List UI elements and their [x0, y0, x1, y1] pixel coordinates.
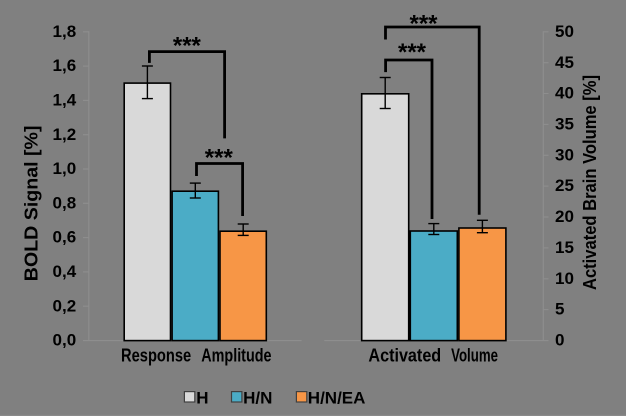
svg-text:H/N/EA: H/N/EA [308, 388, 366, 407]
svg-text:50: 50 [555, 22, 574, 41]
svg-text:Amplitude: Amplitude [201, 346, 271, 366]
svg-text:H/N: H/N [243, 388, 272, 407]
svg-text:0,8: 0,8 [53, 193, 77, 212]
svg-text:1,8: 1,8 [53, 22, 77, 41]
svg-text:Response: Response [121, 346, 191, 366]
svg-text:15: 15 [555, 238, 574, 257]
svg-text:BOLD Signal [%]: BOLD Signal [%] [22, 126, 42, 282]
svg-text:5: 5 [555, 300, 564, 319]
svg-text:0,0: 0,0 [53, 331, 77, 350]
svg-text:45: 45 [555, 53, 574, 72]
svg-text:0,2: 0,2 [53, 296, 77, 315]
svg-text:0: 0 [555, 331, 564, 350]
svg-text:Activated Brain Volume [%]: Activated Brain Volume [%] [580, 75, 600, 290]
svg-text:40: 40 [555, 84, 574, 103]
svg-text:***: *** [205, 145, 234, 172]
svg-text:1,0: 1,0 [53, 159, 77, 178]
svg-text:H: H [196, 388, 208, 407]
svg-text:***: *** [409, 10, 438, 37]
svg-text:1,2: 1,2 [53, 125, 77, 144]
svg-text:1,6: 1,6 [53, 56, 77, 75]
svg-text:20: 20 [555, 207, 574, 226]
svg-text:1,4: 1,4 [53, 91, 77, 110]
svg-text:0,4: 0,4 [53, 262, 77, 281]
svg-text:***: *** [173, 32, 202, 59]
svg-text:10: 10 [555, 269, 574, 288]
svg-text:0,6: 0,6 [53, 228, 77, 247]
svg-text:35: 35 [555, 115, 574, 134]
svg-text:Volume: Volume [451, 346, 498, 366]
svg-text:25: 25 [555, 176, 574, 195]
svg-text:Activated: Activated [368, 346, 441, 366]
svg-text:30: 30 [555, 145, 574, 164]
svg-text:***: *** [398, 39, 427, 66]
